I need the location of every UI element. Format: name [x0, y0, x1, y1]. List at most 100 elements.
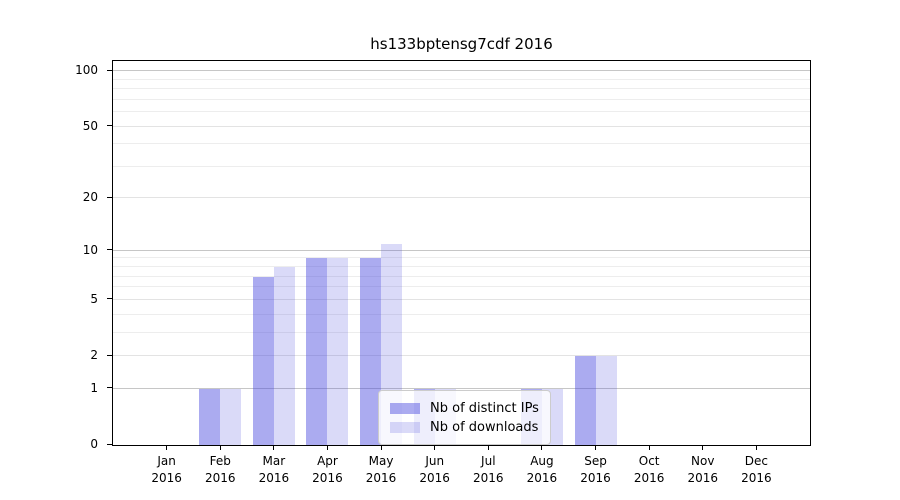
gridline-10: [113, 249, 810, 251]
month-label: Oct: [638, 454, 660, 468]
gridline-minor-80: [113, 88, 810, 90]
gridline-minor-90: [113, 78, 810, 80]
legend-item-distinct-ips: Nb of distinct IPs: [390, 399, 539, 417]
x-tick-feb: [219, 445, 221, 450]
y-tick-label-10: 10: [82, 242, 98, 257]
year-label: 2016: [258, 471, 290, 485]
x-tick-apr: [326, 445, 328, 450]
gridline-minor-4: [113, 313, 810, 315]
gridline-minor-6: [113, 286, 810, 288]
x-tick-label-jun: Jun 2016: [407, 453, 463, 487]
y-tick-5: [107, 298, 112, 300]
legend: Nb of distinct IPs Nb of downloads: [378, 390, 551, 445]
x-tick-label-oct: Oct 2016: [621, 453, 677, 487]
bar-apr-distinct-ips: [306, 258, 328, 445]
gridline-50: [113, 125, 810, 127]
gridline-minor-8: [113, 266, 810, 268]
gridline-minor-30: [113, 165, 810, 167]
x-tick-label-mar: Mar 2016: [246, 453, 302, 487]
month-label: Mar: [262, 454, 286, 468]
year-label: 2016: [365, 471, 397, 485]
y-tick-10: [107, 249, 112, 251]
year-label: 2016: [687, 471, 719, 485]
x-tick-dec: [755, 445, 757, 450]
year-label: 2016: [151, 471, 182, 485]
chart-title: hs133bptensg7cdf 2016: [370, 35, 553, 53]
y-tick-20: [107, 196, 112, 198]
x-tick-jan: [166, 445, 168, 450]
gridline-2: [113, 355, 810, 357]
y-tick-label-1: 1: [90, 380, 98, 395]
plot-area: [112, 60, 811, 446]
y-tick-label-20: 20: [82, 190, 98, 205]
x-tick-label-jul: Jul 2016: [460, 453, 516, 487]
month-label: Jan: [157, 454, 176, 468]
y-tick-1: [107, 387, 112, 389]
year-label: 2016: [204, 471, 236, 485]
x-tick-may: [380, 445, 382, 450]
bar-apr-downloads: [327, 258, 349, 445]
month-label: Jun: [425, 454, 445, 468]
gridline-minor-60: [113, 111, 810, 113]
legend-label-distinct-ips: Nb of distinct IPs: [430, 400, 539, 416]
y-tick-0: [107, 443, 112, 445]
month-label: Dec: [744, 454, 768, 468]
year-label: 2016: [633, 471, 665, 485]
x-tick-jun: [434, 445, 436, 450]
legend-swatch-downloads: [390, 421, 420, 433]
x-tick-label-dec: Dec 2016: [728, 453, 784, 487]
bar-feb-downloads: [220, 388, 242, 445]
x-tick-label-sep: Sep 2016: [568, 453, 624, 487]
month-label: Jul: [481, 454, 496, 468]
gridline-minor-40: [113, 143, 810, 145]
y-tick-50: [107, 125, 112, 126]
x-tick-label-aug: Aug 2016: [514, 453, 570, 487]
y-tick-100: [107, 69, 112, 71]
y-tick-label-2: 2: [90, 348, 98, 362]
y-tick-label-5: 5: [90, 291, 98, 306]
y-tick-label-0: 0: [90, 437, 98, 451]
month-label: Nov: [691, 454, 715, 468]
year-label: 2016: [312, 471, 343, 485]
month-label: Sep: [584, 454, 607, 468]
month-label: Aug: [530, 454, 554, 468]
year-label: 2016: [473, 471, 504, 485]
gridline-100: [113, 70, 810, 72]
x-tick-mar: [273, 445, 275, 450]
legend-label-downloads: Nb of downloads: [430, 419, 539, 435]
bar-sep-distinct-ips: [574, 356, 596, 445]
bar-sep-downloads: [595, 356, 617, 445]
bar-mar-downloads: [273, 267, 295, 445]
x-tick-label-feb: Feb 2016: [192, 453, 248, 487]
year-label: 2016: [526, 471, 558, 485]
bar-feb-distinct-ips: [199, 388, 221, 445]
bar-mar-distinct-ips: [252, 276, 274, 445]
bar-may-distinct-ips: [360, 258, 382, 445]
y-tick-label-50: 50: [82, 118, 98, 133]
x-tick-jul: [487, 445, 489, 450]
x-tick-label-may: May 2016: [353, 453, 409, 487]
legend-item-downloads: Nb of downloads: [390, 418, 539, 436]
gridline-minor-70: [113, 98, 810, 100]
x-tick-sep: [595, 445, 597, 450]
x-axis: Jan 2016 Feb 2016 Mar 2016 Apr 2016 May 2016 Jun 20…: [113, 445, 810, 500]
gridline-1: [113, 387, 810, 389]
gridline-minor-9: [113, 257, 810, 259]
year-label: 2016: [580, 471, 611, 485]
month-label: Apr: [317, 454, 338, 468]
x-tick-label-nov: Nov 2016: [675, 453, 731, 487]
x-tick-label-jan: Jan 2016: [139, 453, 195, 487]
x-tick-nov: [702, 445, 704, 450]
x-tick-label-apr: Apr 2016: [299, 453, 355, 487]
legend-swatch-distinct-ips: [390, 402, 420, 414]
y-axis: 0 1 2 5 10 20 50 100: [0, 60, 112, 451]
month-label: May: [368, 454, 394, 468]
y-tick-2: [107, 354, 112, 356]
month-label: Feb: [209, 454, 231, 468]
gridline-20: [113, 197, 810, 199]
year-label: 2016: [419, 471, 450, 485]
gridline-minor-7: [113, 275, 810, 277]
gridline-minor-3: [113, 331, 810, 333]
y-tick-label-100: 100: [75, 63, 98, 78]
